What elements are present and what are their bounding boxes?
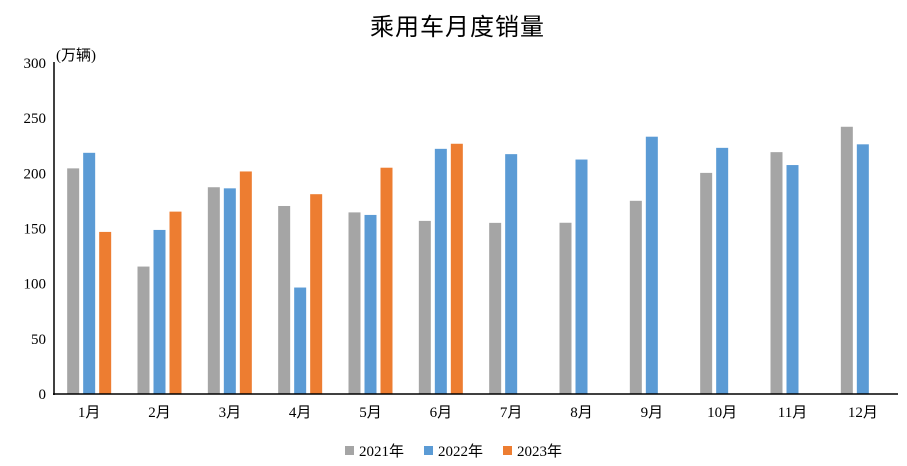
x-axis-tick-label: 3月 — [219, 405, 242, 421]
bar — [99, 231, 112, 394]
axes — [53, 62, 898, 395]
legend-swatch-icon — [344, 445, 354, 455]
bar — [489, 222, 502, 394]
bar — [364, 214, 377, 394]
chart-title: 乘用车月度销量 — [370, 15, 545, 41]
bar — [505, 154, 518, 394]
bar — [434, 148, 447, 394]
x-axis-tick-label: 9月 — [641, 405, 664, 421]
x-axis-tick-label: 6月 — [430, 405, 453, 421]
bar — [840, 126, 853, 395]
y-axis-tick-label: 200 — [24, 166, 47, 182]
x-axis-tick-label: 10月 — [707, 405, 737, 421]
y-axis-unit-label: (万辆) — [56, 47, 96, 64]
bar — [716, 147, 729, 394]
bar — [380, 167, 393, 394]
y-axis-tick-label: 50 — [31, 332, 46, 348]
x-axis-tick-label: 4月 — [289, 405, 312, 421]
x-axis-tick-label: 2月 — [148, 405, 171, 421]
legend-swatch-icon — [503, 445, 512, 455]
bar — [418, 220, 431, 394]
y-axis-tick-label: 150 — [24, 222, 47, 238]
x-axis-tick-label: 7月 — [500, 405, 523, 421]
legend: 2021年 2022年 2023年 — [0, 439, 907, 461]
bars-group — [67, 126, 869, 395]
x-axis-tick-label: 11月 — [778, 405, 807, 421]
legend-item: 2023年 — [503, 440, 562, 461]
bar — [83, 152, 96, 394]
x-axis-tick-label: 5月 — [359, 405, 382, 421]
bar — [137, 266, 150, 394]
bar — [223, 188, 236, 394]
y-axis-tick-label: 300 — [24, 56, 47, 72]
bar — [629, 200, 642, 394]
bar — [770, 152, 783, 394]
legend-swatch-icon — [423, 445, 433, 455]
bar — [153, 229, 166, 394]
legend-label: 2023年 — [517, 443, 563, 460]
y-axis-tick-label: 0 — [39, 387, 47, 403]
x-axis-tick-label: 1月 — [78, 405, 101, 421]
bar — [169, 211, 182, 394]
bar — [310, 194, 323, 394]
bar — [67, 168, 80, 394]
bar — [856, 144, 869, 394]
bar — [239, 171, 252, 394]
y-axis-ticks: 0 50 100 150 200 250 300 — [24, 56, 47, 403]
bar — [575, 159, 588, 394]
bar — [294, 287, 307, 394]
bar — [348, 212, 361, 394]
y-axis-tick-label: 100 — [24, 277, 47, 293]
bar — [559, 222, 572, 394]
bar — [207, 187, 220, 394]
bar — [450, 143, 463, 394]
bar — [700, 172, 713, 394]
x-axis-tick-label: 8月 — [570, 405, 593, 421]
legend-label: 2021年 — [358, 443, 404, 460]
x-axis-tick-label: 12月 — [848, 405, 878, 421]
y-axis-tick-label: 250 — [24, 111, 47, 127]
x-axis-labels: 1月 2月 3月 4月 5月 6月 7月 8月 9月 10月 11月 12月 — [78, 405, 878, 421]
legend-item: 2022年 — [423, 440, 483, 461]
legend-item: 2021年 — [344, 440, 404, 461]
bar — [278, 205, 291, 394]
bar — [786, 165, 799, 394]
legend-label: 2022年 — [437, 443, 483, 460]
bar — [645, 136, 658, 394]
